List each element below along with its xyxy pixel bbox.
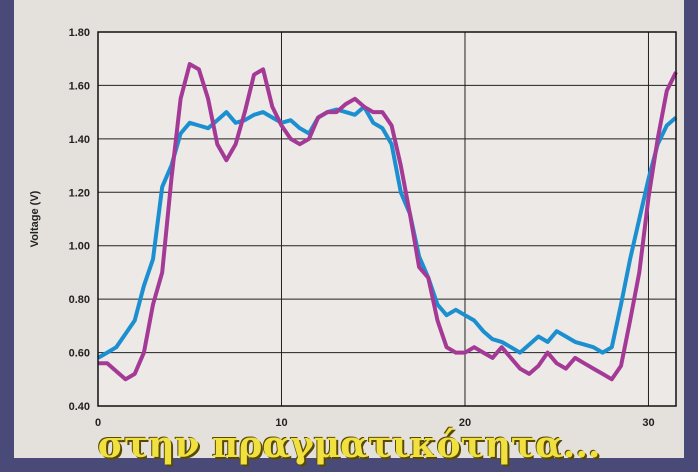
y-tick-label: 0.40 [69, 401, 90, 413]
y-tick-label: 1.40 [69, 134, 90, 146]
y-tick-label: 1.60 [69, 80, 90, 92]
series-line-2 [98, 62, 678, 382]
slide-panel: 0.40 0.60 0.80 1.00 1.20 1.40 1.60 1.80 0 10 20 30… [14, 0, 684, 458]
plot-frame [97, 31, 677, 407]
series-lines [97, 62, 678, 382]
x-tick-labels: 0 10 20 30 [95, 417, 655, 429]
y-tick-label: 0.60 [69, 348, 90, 360]
slide-caption: στην πραγματικότητα... [97, 424, 601, 466]
x-tick-label: 30 [642, 417, 654, 429]
y-tick-label: 1.20 [69, 187, 90, 199]
y-tick-label: 1.80 [69, 27, 90, 39]
y-tick-label: 1.00 [69, 241, 90, 253]
series-line-1 [97, 104, 678, 360]
y-tick-label: 0.80 [69, 294, 90, 306]
y-tick-labels: 0.40 0.60 0.80 1.00 1.20 1.40 1.60 1.80 [69, 27, 90, 413]
voltage-chart: 0.40 0.60 0.80 1.00 1.20 1.40 1.60 1.80 0 10 20 30… [29, 27, 678, 429]
y-axis-title: Voltage (V) [29, 190, 41, 247]
x-tick-label: 0 [95, 417, 101, 429]
x-tick-label: 10 [275, 417, 287, 429]
x-tick-label: 20 [459, 417, 471, 429]
grid-lines [98, 32, 676, 406]
